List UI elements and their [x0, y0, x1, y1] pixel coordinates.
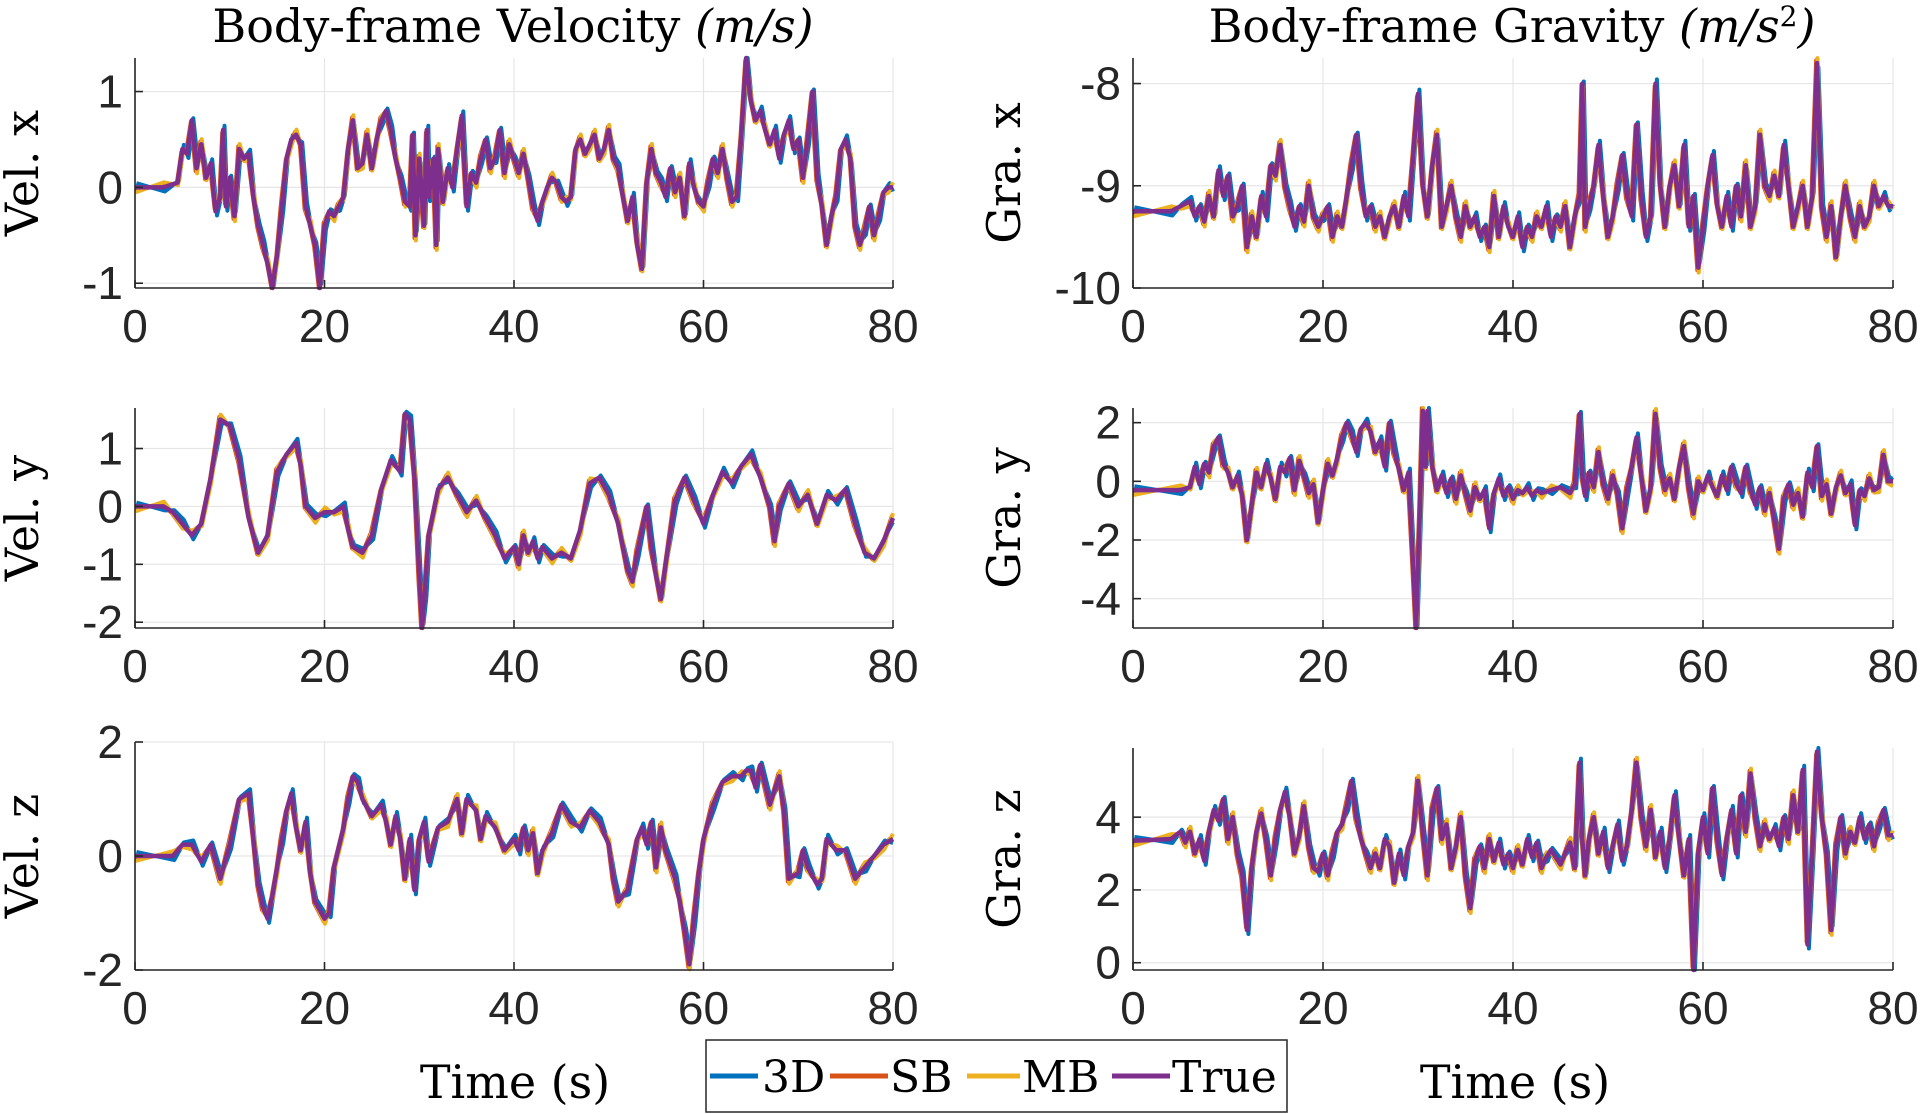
- y-tick-label: 1: [97, 423, 123, 475]
- x-tick-label: 80: [867, 982, 918, 1034]
- y-tick-label: 0: [97, 480, 123, 532]
- title-gravity: Body-frame Gravity (m/s2): [1209, 0, 1816, 53]
- x-tick-label: 60: [1677, 300, 1728, 352]
- x-tick-label: 80: [1867, 300, 1918, 352]
- legend-label-3d: 3D: [762, 1052, 825, 1103]
- legend: 3D SB MB True: [705, 1039, 1288, 1113]
- title-velocity: Body-frame Velocity (m/s): [212, 0, 813, 53]
- series-line-true: [135, 411, 896, 631]
- x-tick-label: 60: [1677, 982, 1728, 1034]
- y-tick-label: 2: [1095, 864, 1121, 916]
- y-axis-label: Vel. y: [0, 455, 49, 582]
- y-axis-label: Vel. z: [0, 794, 49, 919]
- y-tick-label: 2: [97, 716, 123, 768]
- series-line-true: [135, 55, 893, 291]
- x-tick-label: 20: [299, 982, 350, 1034]
- y-tick-label: -10: [1055, 262, 1121, 314]
- x-tick-label: 20: [299, 300, 350, 352]
- x-tick-label: 40: [1487, 640, 1538, 692]
- x-tick-label: 40: [1487, 300, 1538, 352]
- y-tick-label: -2: [82, 596, 123, 648]
- x-tick-label: 60: [678, 982, 729, 1034]
- subplot-gravity-x: 0 20 40 60 80 -10 -9 -8 Gra. x: [977, 56, 1919, 352]
- y-tick-label: -4: [1080, 573, 1121, 625]
- y-tick-label: 1: [97, 66, 123, 118]
- subplot-gravity-y: 0 20 40 60 80 -4 -2 0 2 Gra. y: [977, 397, 1919, 692]
- series-line-true: [1132, 749, 1893, 973]
- x-tick-label: 0: [122, 300, 148, 352]
- y-axis-label: Vel. x: [0, 110, 49, 237]
- y-tick-label: 2: [1095, 397, 1121, 449]
- legend-label-true: True: [1172, 1052, 1277, 1103]
- series-line-true: [135, 762, 895, 967]
- legend-label-mb: MB: [1022, 1052, 1099, 1103]
- y-tick-label: -2: [82, 944, 123, 996]
- x-tick-label: 80: [867, 640, 918, 692]
- x-tick-label: 20: [1297, 300, 1348, 352]
- y-tick-label: -2: [1080, 514, 1121, 566]
- x-tick-label: 20: [1297, 982, 1348, 1034]
- y-tick-label: -1: [82, 257, 123, 309]
- x-tick-label: 40: [488, 982, 539, 1034]
- x-tick-label: 0: [1120, 982, 1146, 1034]
- x-tick-label: 40: [488, 640, 539, 692]
- y-tick-label: -1: [82, 538, 123, 590]
- y-tick-label: -9: [1080, 160, 1121, 212]
- y-tick-label: 4: [1095, 791, 1121, 843]
- y-tick-label: 0: [97, 161, 123, 213]
- x-tick-label: 80: [867, 300, 918, 352]
- x-tick-label: 80: [1867, 640, 1918, 692]
- y-tick-label: 0: [1095, 455, 1121, 507]
- y-axis-label: Gra. y: [977, 447, 1031, 588]
- legend-label-sb: SB: [890, 1052, 952, 1103]
- x-tick-label: 60: [678, 640, 729, 692]
- y-axis-label: Gra. x: [977, 102, 1031, 243]
- x-tick-label: 0: [122, 982, 148, 1034]
- x-tick-label: 0: [1120, 640, 1146, 692]
- subplot-gravity-z: 0 20 40 60 80 0 2 4 Gra. z: [977, 746, 1919, 1034]
- x-tick-label: 0: [1120, 300, 1146, 352]
- series-line-true: [1133, 408, 1893, 631]
- x-axis-label-right: Time (s): [1420, 1055, 1610, 1109]
- y-axis-label: Gra. z: [977, 789, 1031, 929]
- series-line-true: [1133, 60, 1893, 270]
- x-tick-label: 60: [1677, 640, 1728, 692]
- x-tick-label: 20: [1297, 640, 1348, 692]
- x-tick-label: 80: [1867, 982, 1918, 1034]
- x-tick-label: 20: [299, 640, 350, 692]
- x-axis-label-left: Time (s): [420, 1055, 610, 1109]
- x-tick-label: 40: [1487, 982, 1538, 1034]
- y-tick-label: 0: [97, 830, 123, 882]
- x-tick-label: 60: [678, 300, 729, 352]
- y-tick-label: -8: [1080, 58, 1121, 110]
- x-tick-label: 40: [488, 300, 539, 352]
- x-tick-label: 0: [122, 640, 148, 692]
- y-tick-label: 0: [1095, 937, 1121, 989]
